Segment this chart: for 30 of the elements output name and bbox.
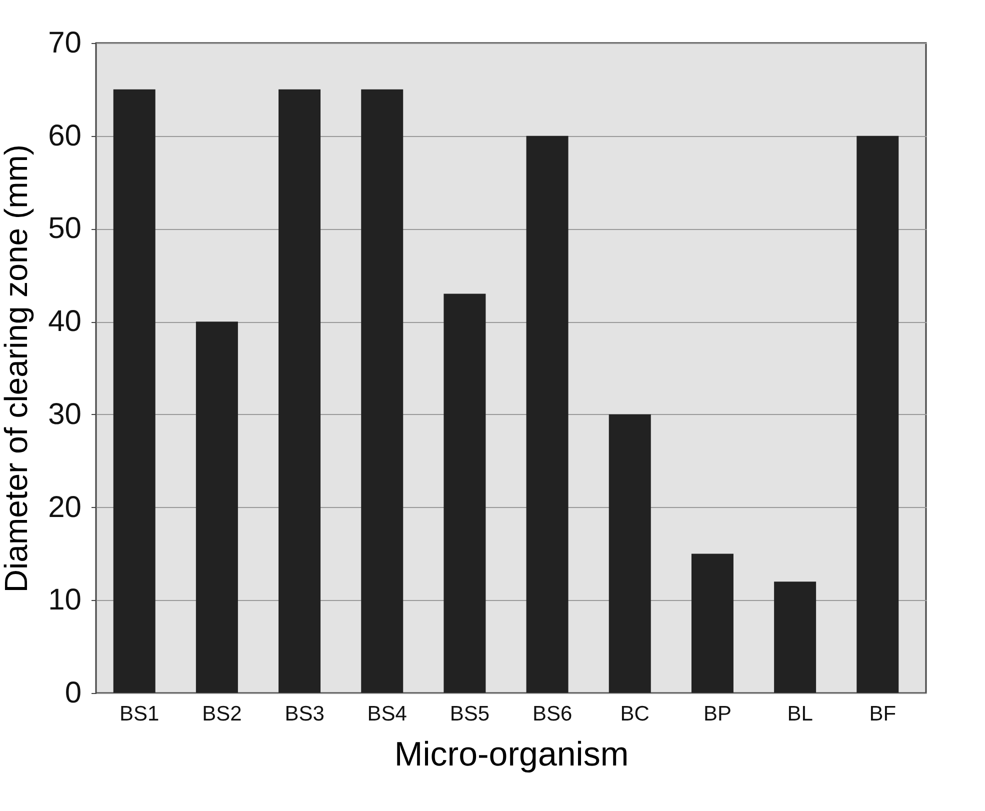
x-tick-label: BF — [869, 702, 896, 726]
x-tick-label: BP — [703, 702, 732, 726]
y-tick-label: 10 — [48, 584, 82, 617]
bar — [691, 554, 734, 693]
y-tick-label: 60 — [48, 119, 82, 152]
y-tick-label: 0 — [64, 676, 82, 710]
bar — [526, 136, 568, 693]
x-tick-label: BS2 — [202, 702, 242, 726]
y-tick-label: 50 — [48, 212, 82, 246]
x-tick-label: BS5 — [450, 702, 490, 726]
y-tick-label: 70 — [48, 26, 82, 60]
x-tick-label: BC — [620, 702, 650, 726]
x-tick-label: BS4 — [367, 702, 408, 726]
x-axis-title: Micro-organism — [394, 736, 629, 774]
bar — [361, 89, 404, 693]
y-axis-title: Diameter of clearing zone (mm) — [0, 144, 34, 593]
x-tick-label: BL — [787, 702, 813, 726]
x-tick-label: BS3 — [284, 702, 324, 726]
bar — [856, 136, 899, 693]
y-tick-label: 30 — [48, 398, 82, 431]
bar — [113, 89, 156, 693]
bar — [196, 322, 238, 693]
y-tick-label: 20 — [48, 490, 82, 524]
y-tick-label: 40 — [48, 305, 82, 338]
bar — [444, 294, 486, 693]
bar — [774, 582, 816, 693]
x-tick-label: BS1 — [120, 702, 160, 726]
bar — [278, 89, 321, 693]
x-tick-label: BS6 — [532, 702, 572, 726]
bar — [608, 414, 651, 693]
